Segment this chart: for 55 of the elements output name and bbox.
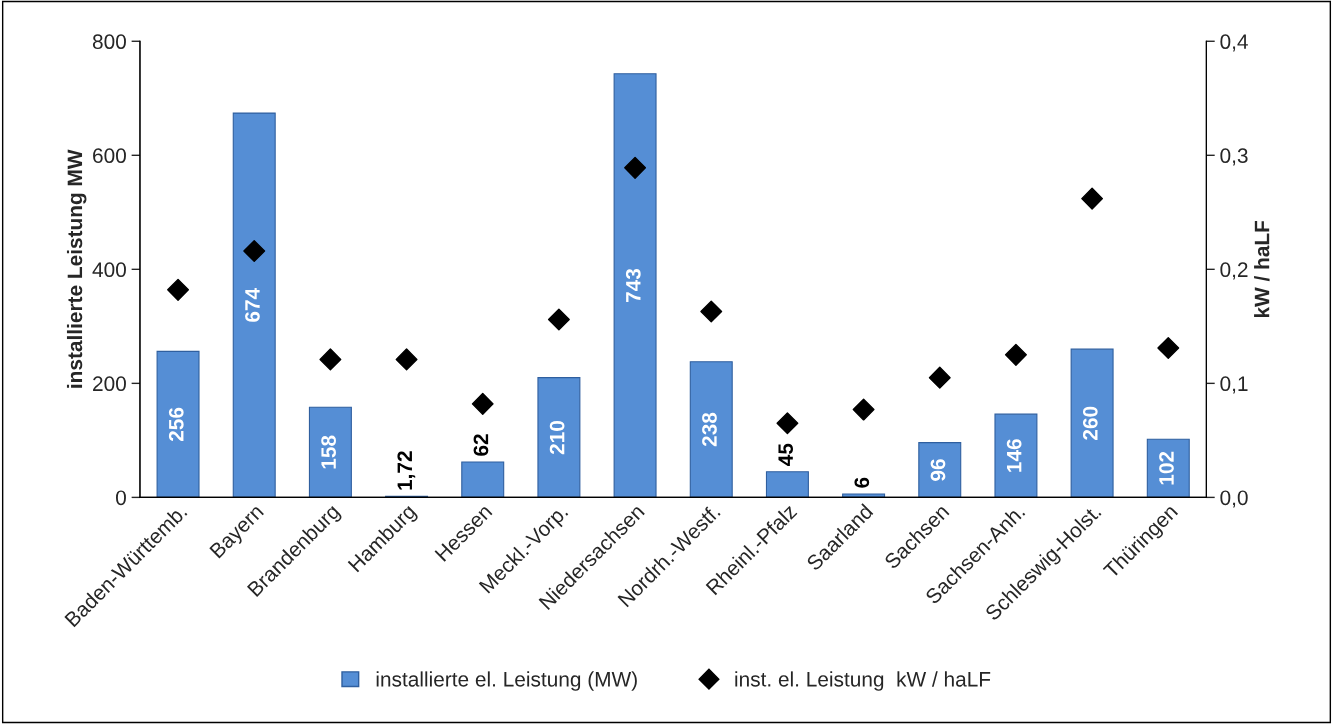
y-axis-title: installierte Leistung MW — [66, 149, 87, 388]
point — [167, 278, 190, 301]
data-label: 102 — [1159, 451, 1174, 485]
bar — [613, 73, 657, 498]
bar — [765, 471, 809, 498]
bar — [232, 112, 276, 498]
data-label: 210 — [549, 420, 565, 455]
y2-tick-label: 0,1 — [1220, 376, 1248, 394]
data-label: 743 — [625, 268, 641, 303]
data-label: 146 — [1006, 439, 1022, 472]
point — [1081, 187, 1104, 210]
bar — [1146, 438, 1190, 498]
point — [471, 392, 494, 415]
point — [243, 240, 266, 263]
y2-tick-label: 0,3 — [1220, 148, 1248, 166]
data-label: 238 — [702, 412, 717, 447]
legend-label: inst. el. Leistung kW / haLF — [735, 671, 991, 691]
y2-axis-title: kW / haLF — [1254, 220, 1270, 318]
bar — [842, 493, 886, 498]
data-label: 1,72 — [397, 451, 416, 490]
point — [700, 300, 723, 323]
point — [852, 398, 875, 421]
point — [776, 412, 799, 435]
bar — [537, 377, 581, 498]
data-label: 96 — [930, 459, 946, 481]
bar — [994, 413, 1038, 498]
point — [624, 156, 647, 179]
y2-tick-label: 0,0 — [1220, 490, 1248, 508]
data-label: 256 — [168, 407, 184, 442]
y-tick-label: 800 — [92, 34, 126, 50]
point — [1004, 343, 1027, 366]
point — [547, 308, 570, 331]
data-label: 260 — [1082, 406, 1098, 440]
data-label: 674 — [245, 287, 260, 322]
bar — [918, 442, 962, 498]
data-label: 6 — [854, 477, 870, 488]
data-label: 62 — [473, 434, 489, 456]
data-label: 45 — [778, 443, 794, 466]
y-tick-label: 0 — [116, 490, 126, 506]
y2-tick-label: 0,4 — [1220, 34, 1248, 52]
y-tick-label: 400 — [92, 262, 126, 278]
data-label: 158 — [321, 435, 336, 469]
point — [319, 348, 342, 371]
point — [928, 366, 951, 389]
bar — [1070, 348, 1114, 498]
legend-label: installierte el. Leistung (MW) — [376, 671, 637, 691]
y2-tick-label: 0,2 — [1220, 262, 1248, 280]
bar — [689, 361, 733, 498]
y-tick-label: 600 — [93, 148, 126, 164]
bar — [308, 406, 352, 498]
bar — [156, 350, 200, 498]
point — [1157, 337, 1180, 360]
point — [395, 348, 418, 371]
y-tick-label: 200 — [93, 376, 126, 392]
bar — [461, 461, 505, 498]
